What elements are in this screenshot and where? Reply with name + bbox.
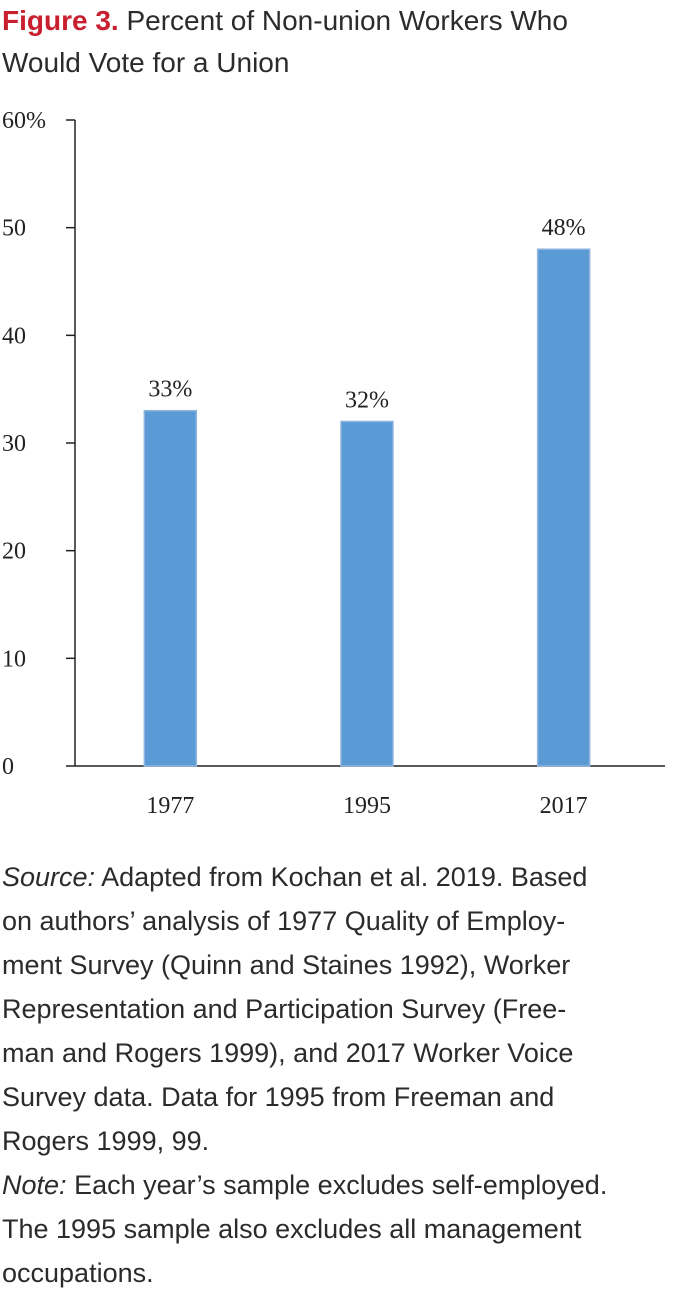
note-label: Note: (2, 1170, 67, 1200)
note: Note: Each year’s sample excludes self-e… (2, 1163, 674, 1295)
note-line-0: Each year’s sample excludes self-employe… (74, 1170, 608, 1200)
data-label-1995: 32% (345, 387, 389, 413)
source-line-5: Survey data. Data for 1995 from Freeman … (2, 1082, 555, 1112)
chart-bars (143, 248, 591, 767)
x-tick-label-1995: 1995 (343, 793, 391, 819)
source-label: Source: (2, 862, 96, 892)
y-tick-label: 40 (2, 323, 26, 349)
x-tick-label-2017: 2017 (540, 793, 588, 819)
figure-notes: Source: Adapted from Kochan et al. 2019.… (2, 855, 674, 1295)
bar-1977 (143, 409, 198, 767)
y-tick-label: 30 (2, 431, 26, 457)
figure-title: Figure 3. Percent of Non-union Workers W… (2, 0, 672, 84)
bar-2017 (536, 248, 591, 767)
y-tick-label: 60% (2, 108, 46, 134)
note-line-1: The 1995 sample also excludes all manage… (2, 1214, 582, 1244)
chart-labels: 33% 1977 32% 1995 48% 2017 (146, 215, 587, 819)
bar-1995 (340, 420, 394, 767)
source-note: Source: Adapted from Kochan et al. 2019.… (2, 855, 674, 1163)
y-tick-label: 10 (2, 646, 26, 672)
figure-title-line2: Would Vote for a Union (2, 47, 290, 78)
bar-chart: 0 10 20 30 40 50 60% 33% 1977 32% 1995 48% 2017 (2, 108, 665, 819)
source-line-3: Representation and Participation Survey … (2, 994, 567, 1024)
data-label-1977: 33% (148, 377, 192, 403)
data-label-2017: 48% (542, 215, 586, 241)
source-line-6: Rogers 1999, 99. (2, 1126, 210, 1156)
x-tick-label-1977: 1977 (146, 793, 194, 819)
source-line-0: Adapted from Kochan et al. 2019. Based (101, 862, 588, 892)
note-line-2: occupations. (2, 1258, 154, 1288)
figure-title-line1: Percent of Non-union Workers Who (126, 5, 568, 36)
source-line-4: man and Rogers 1999), and 2017 Worker Vo… (2, 1038, 574, 1068)
source-line-2: ment Survey (Quinn and Staines 1992), Wo… (2, 950, 571, 980)
y-tick-label: 50 (2, 216, 26, 242)
y-tick-label: 0 (2, 754, 14, 780)
figure-label: Figure 3. (2, 5, 119, 36)
y-tick-label: 20 (2, 539, 26, 565)
source-line-1: on authors’ analysis of 1977 Quality of … (2, 906, 566, 936)
